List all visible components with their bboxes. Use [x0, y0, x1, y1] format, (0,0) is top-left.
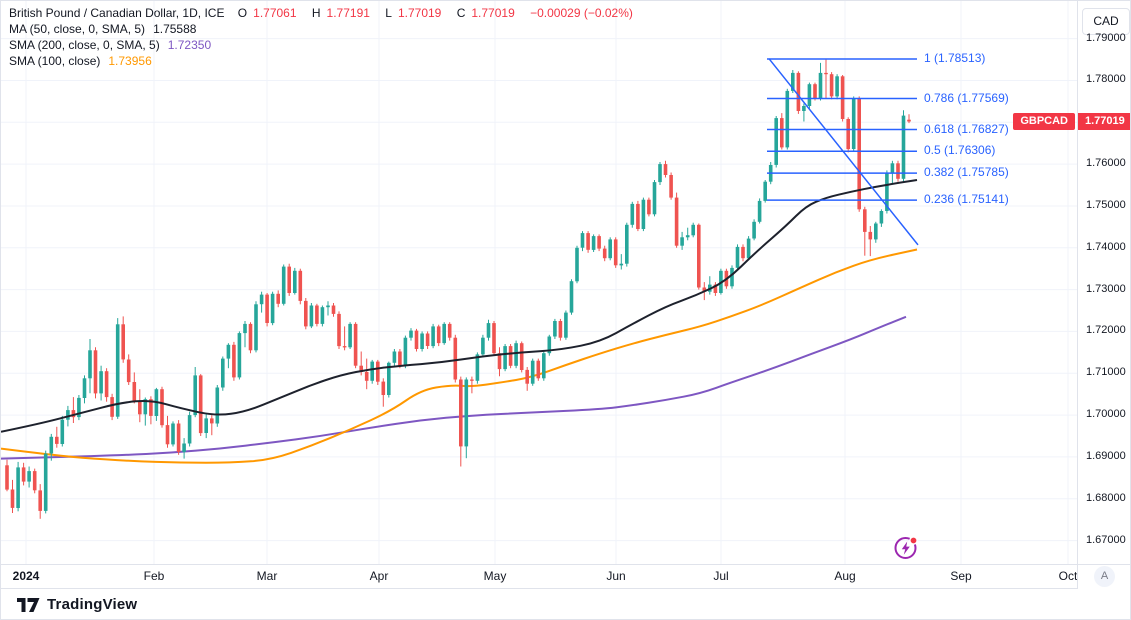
sma100-value: 1.73956 [108, 54, 152, 68]
tradingview-logo[interactable]: TradingView [17, 596, 137, 613]
currency-button[interactable]: CAD [1082, 8, 1130, 35]
price-tick: 1.70000 [1086, 408, 1126, 421]
change-value: −0.00029 (−0.02%) [530, 6, 633, 20]
price-tick: 1.75000 [1086, 198, 1126, 211]
auto-scale-button[interactable]: A [1094, 566, 1115, 587]
time-tick: Jul [713, 569, 729, 583]
time-tick: Mar [256, 569, 278, 583]
price-tick: 1.69000 [1086, 449, 1126, 462]
fib-level-label: 0.5 (1.76306) [924, 143, 996, 158]
fib-level-label: 0.618 (1.76827) [924, 121, 1009, 136]
sma200-value: 1.72350 [167, 38, 212, 52]
fib-level-label: 0.786 (1.77569) [924, 90, 1009, 105]
time-tick: Jun [606, 569, 626, 583]
time-axis[interactable]: 2024 Feb Mar Apr May Jun Jul Aug Sep Oct [1, 564, 1077, 589]
ma50-value: 1.75588 [153, 22, 197, 36]
time-tick: Oct [1058, 569, 1077, 583]
price-tick: 1.67000 [1086, 533, 1126, 546]
fib-level-label: 0.236 (1.75141) [924, 192, 1009, 207]
time-tick: Aug [834, 569, 856, 583]
fib-level-label: 1 (1.78513) [924, 51, 986, 65]
price-tick: 1.71000 [1086, 366, 1126, 379]
price-chart[interactable]: 1 (1.78513) 0.786 (1.77569) 0.618 (1.76827… [1, 1, 1077, 564]
time-tick: Apr [369, 569, 389, 583]
axis-corner: A [1077, 564, 1130, 589]
price-tick: 1.73000 [1086, 282, 1126, 295]
price-tick: 1.68000 [1086, 491, 1126, 504]
indicator-sma100[interactable]: SMA (100, close) 1.73956 [9, 54, 152, 68]
tradingview-logo-icon [17, 597, 40, 612]
price-axis[interactable]: CAD 1.79000 1.78000 1.76000 1.75000 1.74000 1… [1077, 1, 1130, 564]
last-price-symbol-badge: GBPCAD [1013, 113, 1075, 130]
symbol-title: British Pound / Canadian Dollar, 1D, ICE [9, 6, 225, 20]
indicator-ma50[interactable]: MA (50, close, 0, SMA, 5) 1.75588 [9, 22, 197, 36]
footer-bar: TradingView [1, 589, 1130, 619]
price-tick: 1.74000 [1086, 240, 1126, 253]
candlestick-canvas[interactable] [1, 1, 1077, 564]
indicator-sma200[interactable]: SMA (200, close, 0, SMA, 5) 1.72350 [9, 38, 212, 52]
price-tick: 1.78000 [1086, 73, 1126, 86]
last-price-badge: 1.77019 [1078, 113, 1130, 130]
ohlc-values: O 1.77061 H 1.77191 L 1.77019 C 1.77019 −0.0… [237, 6, 633, 20]
time-tick: Sep [950, 569, 972, 583]
price-tick: 1.76000 [1086, 157, 1126, 170]
time-tick: 2024 [12, 569, 40, 583]
price-tick: 1.79000 [1086, 31, 1126, 44]
chart-legend: British Pound / Canadian Dollar, 1D, ICE… [9, 5, 639, 69]
time-tick: May [483, 569, 507, 583]
price-tick: 1.72000 [1086, 324, 1126, 337]
time-tick: Feb [143, 569, 165, 583]
symbol-info-row: British Pound / Canadian Dollar, 1D, ICE… [9, 5, 639, 21]
tradingview-logo-text: TradingView [47, 596, 138, 613]
fib-level-label: 0.382 (1.75785) [924, 165, 1009, 180]
events-lightning-icon[interactable] [892, 534, 920, 564]
